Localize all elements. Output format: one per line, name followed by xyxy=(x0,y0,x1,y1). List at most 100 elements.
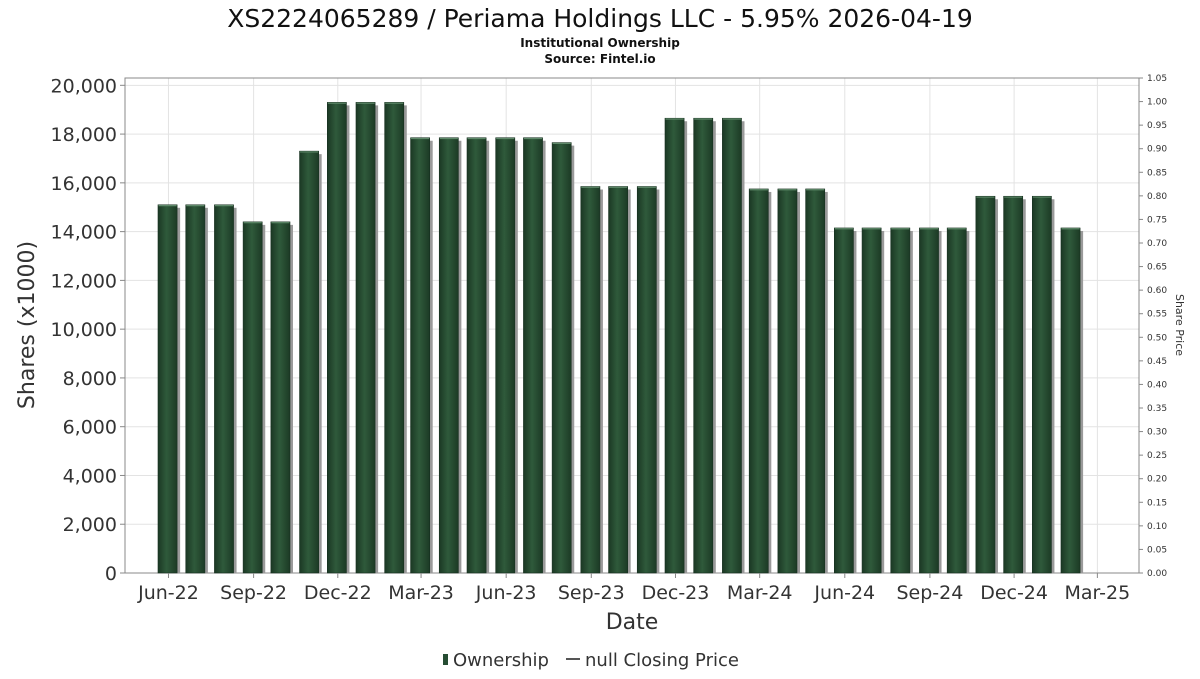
chart-source: Source: Fintel.io xyxy=(544,52,655,66)
y2-tick-label: 0.05 xyxy=(1147,545,1167,555)
y2-tick-label: 0.35 xyxy=(1147,404,1167,414)
bar xyxy=(551,142,575,574)
bar xyxy=(327,102,350,574)
legend-price-label: null Closing Price xyxy=(585,650,739,671)
bar-ownership xyxy=(523,137,543,574)
y2-tick-label: 0.90 xyxy=(1147,145,1167,155)
bar-ownership xyxy=(748,188,769,574)
x-tick-label: Sep-24 xyxy=(896,582,963,604)
bar xyxy=(410,137,433,574)
bar xyxy=(270,221,293,574)
bar-ownership xyxy=(1003,195,1024,574)
bar-ownership xyxy=(327,102,347,574)
bar-ownership xyxy=(608,186,628,574)
bar-ownership xyxy=(722,117,742,574)
bar-ownership xyxy=(777,188,798,574)
y2-tick-label: 0.65 xyxy=(1147,263,1167,273)
bar xyxy=(693,117,716,574)
bar xyxy=(636,186,660,574)
bar xyxy=(861,227,885,574)
bar xyxy=(466,137,490,574)
y2-tick-label: 0.10 xyxy=(1147,522,1167,532)
bar-ownership xyxy=(551,142,572,574)
y-tick-label: 2,000 xyxy=(63,514,117,536)
y2-axis-label: Share Price xyxy=(1173,294,1186,356)
bar-ownership xyxy=(664,117,685,574)
bar-ownership xyxy=(890,227,911,574)
y2-tick-label: 0.50 xyxy=(1147,333,1167,343)
bar-ownership xyxy=(185,204,206,574)
x-axis-ticks: Jun-22 Sep-22 Dec-22 Mar-23 Jun-23 Sep-23 Dec-… xyxy=(137,573,1130,604)
y2-tick-label: 0.75 xyxy=(1147,215,1167,225)
y-tick-label: 10,000 xyxy=(51,319,117,341)
bar xyxy=(834,227,857,574)
y2-tick-label: 0.55 xyxy=(1147,310,1167,320)
bar xyxy=(299,150,322,574)
y-axis-label: Shares (x1000) xyxy=(15,241,40,409)
y2-tick-label: 0.00 xyxy=(1147,569,1167,579)
y2-tick-label: 1.00 xyxy=(1147,98,1167,108)
bar-ownership xyxy=(946,227,967,574)
bar-ownership xyxy=(834,227,854,574)
bar-ownership xyxy=(495,137,516,574)
bar xyxy=(242,221,266,574)
bar-ownership xyxy=(270,221,291,574)
y-tick-label: 4,000 xyxy=(63,465,117,487)
y-axis-right-ticks: 0.00 0.05 0.10 0.15 0.20 0.25 0.30 0.35 0.40 0.45… xyxy=(1139,74,1167,579)
x-tick-label: Jun-22 xyxy=(137,582,199,604)
bar-ownership xyxy=(580,186,601,574)
bar xyxy=(608,186,631,574)
bar xyxy=(722,117,745,574)
chart-subtitle: Institutional Ownership xyxy=(520,36,680,50)
y2-tick-label: 0.95 xyxy=(1147,121,1167,131)
bar xyxy=(890,227,913,574)
x-tick-label: Dec-22 xyxy=(304,582,372,604)
bar xyxy=(919,227,942,574)
bar xyxy=(805,188,828,574)
bar xyxy=(523,137,546,574)
bar-ownership xyxy=(466,137,487,574)
bar xyxy=(975,195,998,574)
bar xyxy=(157,204,181,574)
bar-ownership xyxy=(410,137,430,574)
bar xyxy=(946,227,970,574)
bar-ownership xyxy=(805,188,826,574)
y2-tick-label: 0.85 xyxy=(1147,168,1167,178)
x-tick-label: Jun-24 xyxy=(813,582,875,604)
x-axis-label: Date xyxy=(606,610,659,635)
bar xyxy=(664,117,688,574)
bar-ownership xyxy=(975,195,996,574)
bar xyxy=(1031,195,1055,574)
bar-ownership xyxy=(355,102,376,574)
y-tick-label: 18,000 xyxy=(51,124,117,146)
bar-ownership xyxy=(1031,195,1052,574)
bar-ownership xyxy=(693,117,714,574)
bar xyxy=(355,102,379,574)
bar xyxy=(438,137,462,574)
x-tick-label: Dec-24 xyxy=(980,582,1048,604)
bar-ownership xyxy=(438,137,459,574)
y-tick-label: 8,000 xyxy=(63,368,117,390)
legend-ownership-label: Ownership xyxy=(453,650,549,671)
bar-ownership xyxy=(636,186,657,574)
y2-tick-label: 0.25 xyxy=(1147,451,1167,461)
legend-ownership-swatch xyxy=(443,654,448,665)
bar-ownership xyxy=(299,150,319,574)
x-tick-label: Jun-23 xyxy=(475,582,537,604)
y2-tick-label: 0.80 xyxy=(1147,192,1167,202)
bar xyxy=(580,186,603,574)
x-tick-label: Dec-23 xyxy=(642,582,710,604)
x-tick-label: Mar-25 xyxy=(1065,582,1131,604)
bar-ownership xyxy=(384,102,405,574)
bar xyxy=(1003,195,1026,574)
bar xyxy=(748,188,772,574)
y2-tick-label: 0.20 xyxy=(1147,475,1167,485)
plot-area-border xyxy=(124,77,1140,574)
y2-tick-label: 0.70 xyxy=(1147,239,1167,249)
x-tick-label: Sep-23 xyxy=(558,582,625,604)
bar xyxy=(495,137,518,574)
bar-ownership xyxy=(1060,227,1081,574)
y-tick-label: 16,000 xyxy=(51,173,117,195)
